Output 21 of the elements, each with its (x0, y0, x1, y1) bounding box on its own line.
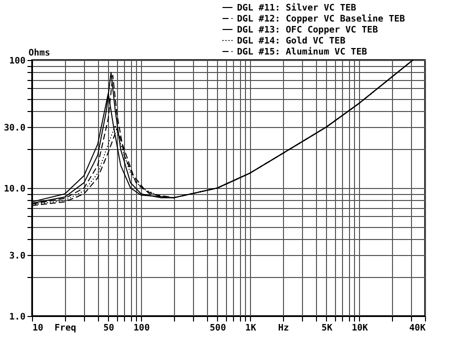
y-tick-label: 100 (9, 56, 26, 66)
x-tick-label: 50 (103, 324, 114, 334)
x-tick-label: Freq (54, 324, 76, 334)
y-tick-label: 3.0 (9, 251, 26, 262)
legend-label: DGL #11: Silver VC TEB (237, 2, 357, 14)
x-tick-label: 500 (210, 324, 226, 334)
x-tick-label: 100 (133, 324, 150, 334)
y-axis-title: Ohms (28, 48, 50, 58)
legend-label: DGL #13: OFC Copper VC TEB (237, 26, 378, 36)
y-tick-label: 10.0 (4, 184, 26, 194)
x-tick-label: Hz (278, 324, 289, 334)
x-tick-label: 5K (322, 324, 333, 334)
x-tick-label: 10 (32, 324, 44, 334)
legend-label: DGL #14: Gold VC TEB (237, 36, 346, 46)
legend-label: DGL #12: Copper VC Baseline TEB (237, 14, 406, 24)
y-tick-label: 30.0 (4, 123, 26, 134)
x-tick-label: 10K (352, 324, 369, 334)
legend-label: DGL #15: Aluminum VC TEB (237, 46, 368, 58)
x-tick-label: 1K (245, 324, 257, 334)
y-tick-label: 1.0 (9, 312, 26, 322)
x-tick-label: 40K (409, 324, 426, 334)
